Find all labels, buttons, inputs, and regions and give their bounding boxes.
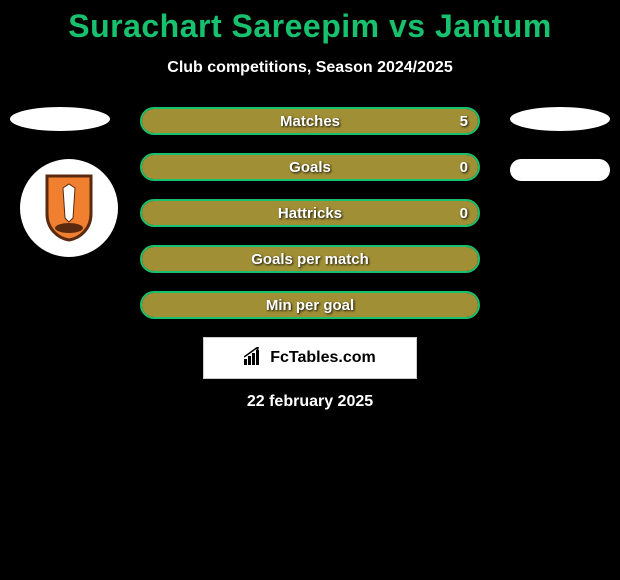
stat-row-goals: Goals 0 — [140, 153, 480, 181]
date-label: 22 february 2025 — [0, 393, 620, 411]
stat-label: Goals — [142, 155, 478, 179]
stat-label: Min per goal — [142, 293, 478, 317]
stat-row-goals-per-match: Goals per match — [140, 245, 480, 273]
player-right-placeholder-2 — [510, 159, 610, 181]
bar-chart-icon — [244, 347, 266, 370]
page-title: Surachart Sareepim vs Jantum — [0, 0, 620, 45]
club-badge-left — [20, 159, 118, 257]
stat-row-matches: Matches 5 — [140, 107, 480, 135]
stat-right-value: 5 — [460, 109, 468, 133]
fctables-link[interactable]: FcTables.com — [203, 337, 417, 379]
fctables-text: FcTables.com — [270, 349, 376, 367]
player-right-placeholder-1 — [510, 107, 610, 131]
stat-right-value: 0 — [460, 201, 468, 225]
stat-row-min-per-goal: Min per goal — [140, 291, 480, 319]
stat-rows: Matches 5 Goals 0 Hattricks 0 Goals per … — [140, 107, 480, 319]
stat-label: Goals per match — [142, 247, 478, 271]
stat-right-value: 0 — [460, 155, 468, 179]
subtitle: Club competitions, Season 2024/2025 — [0, 59, 620, 77]
stat-row-hattricks: Hattricks 0 — [140, 199, 480, 227]
stat-label: Hattricks — [142, 201, 478, 225]
stat-label: Matches — [142, 109, 478, 133]
player-left-placeholder — [10, 107, 110, 131]
bangkok-glass-badge — [43, 174, 95, 242]
comparison-content: Matches 5 Goals 0 Hattricks 0 Goals per … — [0, 107, 620, 411]
